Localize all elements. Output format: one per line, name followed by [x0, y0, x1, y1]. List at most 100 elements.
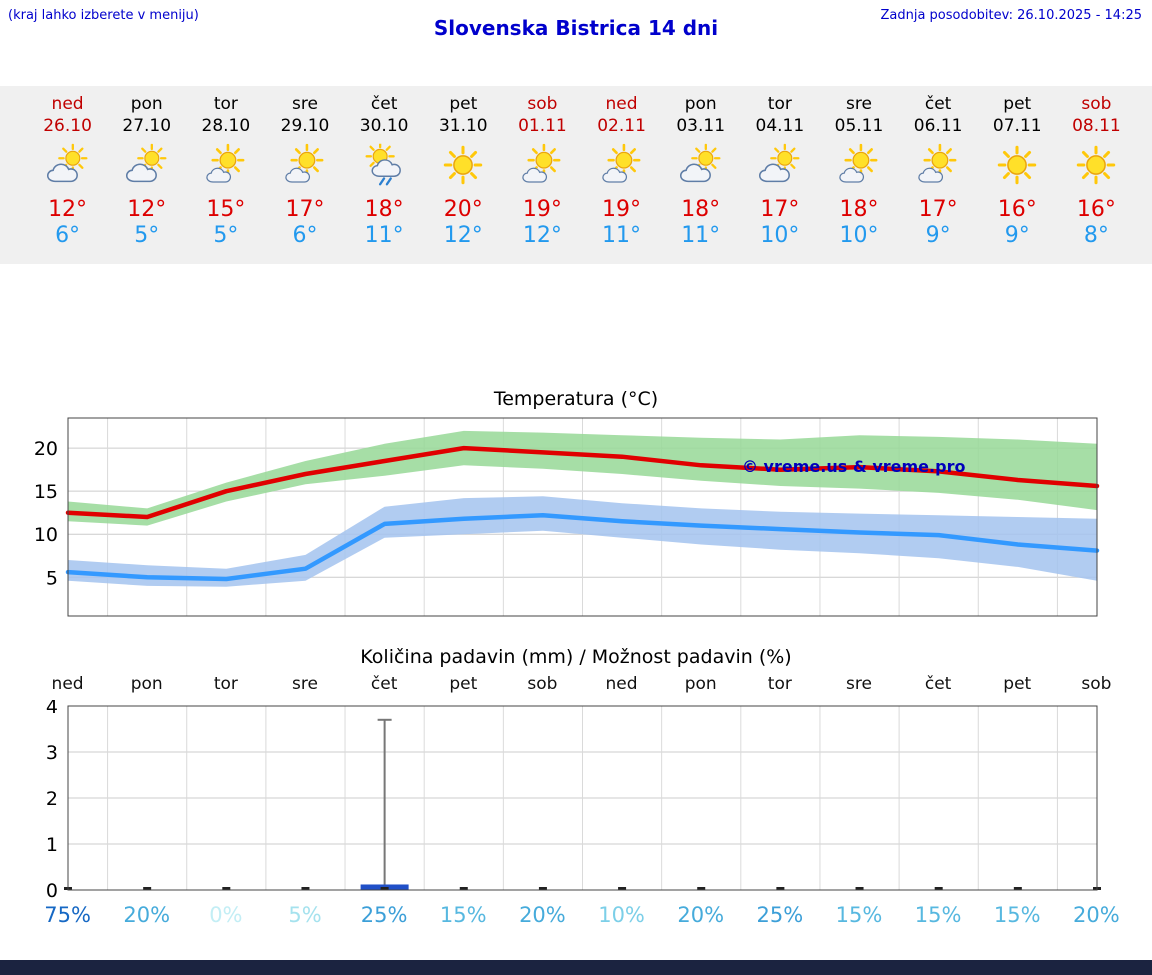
day-date: 28.10 — [201, 116, 251, 136]
day-high-temp: 19° — [602, 197, 642, 222]
precip-probability: 5% — [288, 903, 322, 927]
day-low-temp: 5° — [213, 223, 239, 248]
forecast-day: pet 31.10 20° 12° — [424, 86, 503, 264]
partly-cloudy-icon — [41, 139, 95, 191]
day-date: 03.11 — [676, 116, 726, 136]
precip-day-label: sob — [1081, 674, 1112, 694]
day-high-temp: 18° — [364, 197, 404, 222]
precip-probability: 15% — [993, 903, 1041, 927]
day-name: tor — [213, 94, 238, 114]
mostly-sunny-icon — [832, 139, 886, 191]
day-date: 06.11 — [913, 116, 963, 136]
forecast-day: ned 26.10 12° 6° — [28, 86, 107, 264]
day-date: 26.10 — [43, 116, 92, 136]
precip-probability: 20% — [519, 903, 566, 927]
precipitation-chart: 0 1 2 3 4 — [46, 700, 1101, 900]
temp-ytick-label: 20 — [34, 438, 58, 460]
temperature-chart-title: Temperatura (°C) — [493, 388, 659, 410]
page-title: Slovenska Bistrica 14 dni — [433, 16, 719, 40]
day-high-temp: 12° — [127, 197, 167, 222]
mostly-sunny-icon — [278, 139, 332, 191]
mostly-sunny-icon — [199, 139, 253, 191]
location-menu-hint: (kraj lahko izberete v meniju) — [8, 8, 199, 23]
day-low-temp: 11° — [602, 223, 642, 248]
day-high-temp: 17° — [285, 197, 325, 222]
precip-day-label: ned — [51, 674, 84, 694]
day-low-temp: 11° — [364, 223, 404, 248]
day-high-temp: 17° — [760, 197, 800, 222]
day-low-temp: 6° — [292, 223, 318, 248]
temperature-chart: 5 10 15 20 © vreme.us & vreme.pro — [34, 417, 1100, 617]
precip-ytick-label: 0 — [46, 880, 58, 900]
precip-probability: 15% — [835, 903, 883, 927]
day-name: sob — [1081, 94, 1112, 114]
day-date: 04.11 — [755, 116, 805, 136]
day-name: čet — [370, 94, 398, 114]
forecast-strip: ned 26.10 12° 6° pon 27.10 12° 5° tor 28… — [0, 86, 1152, 264]
precip-day-label: pet — [1003, 674, 1032, 694]
day-high-temp: 20° — [443, 197, 483, 222]
precip-probability: 20% — [123, 903, 171, 927]
forecast-day: tor 28.10 15° 5° — [186, 86, 265, 264]
precip-day-label: tor — [767, 674, 792, 694]
precip-day-labels-row: ned pon tor sre čet pet sob ned pon tor sre čet pet s… — [28, 674, 1136, 694]
last-update-text: Zadnja posodobitev: 26.10.2025 - 14:25 — [880, 8, 1142, 23]
temp-ytick-label: 10 — [34, 524, 58, 546]
precip-ytick-label: 4 — [46, 700, 58, 718]
day-low-temp: 9° — [925, 223, 951, 248]
day-date: 30.10 — [359, 116, 409, 136]
day-date: 31.10 — [438, 116, 488, 136]
day-name: tor — [767, 94, 792, 114]
day-low-temp: 6° — [55, 223, 81, 248]
precip-probability-row: 75% 20% 0% 5% 25% 15% 20% 10% 20% 25% 15% 15% 15% 20% — [28, 903, 1136, 927]
sunny-icon — [436, 139, 490, 191]
day-low-temp: 8° — [1083, 223, 1109, 248]
precip-ytick-label: 1 — [46, 834, 58, 856]
partly-cloudy-icon — [120, 139, 174, 191]
watermark-link[interactable]: © vreme.us & vreme.pro — [742, 457, 965, 476]
precip-day-label: tor — [213, 674, 238, 694]
day-date: 05.11 — [834, 116, 884, 136]
day-name: pet — [1003, 94, 1032, 114]
day-date: 01.11 — [518, 116, 567, 136]
day-name: pon — [684, 94, 717, 114]
precip-day-label: pet — [449, 674, 478, 694]
mostly-sunny-icon — [515, 139, 569, 191]
day-date: 27.10 — [122, 116, 172, 136]
precip-day-label: ned — [605, 674, 638, 694]
day-name: pon — [130, 94, 163, 114]
precip-day-label: sre — [292, 674, 318, 694]
precip-day-label: sob — [527, 674, 558, 694]
footer-bar — [0, 960, 1152, 975]
day-high-temp: 18° — [681, 197, 721, 222]
forecast-day: pon 27.10 12° 5° — [107, 86, 186, 264]
day-date: 29.10 — [280, 116, 330, 136]
day-high-temp: 16° — [997, 197, 1037, 222]
day-high-temp: 18° — [839, 197, 879, 222]
day-name: ned — [51, 94, 84, 114]
sunny-icon — [990, 139, 1044, 191]
precip-day-label: pon — [684, 674, 717, 694]
precip-day-label: pon — [130, 674, 163, 694]
precip-ytick-label: 3 — [46, 742, 58, 764]
partly-cloudy-icon — [674, 139, 728, 191]
precip-ytick-label: 2 — [46, 788, 58, 810]
day-name: čet — [924, 94, 952, 114]
precip-day-label: čet — [370, 674, 398, 694]
forecast-day: sre 05.11 18° 10° — [819, 86, 898, 264]
day-low-temp: 5° — [134, 223, 160, 248]
precip-probability: 15% — [914, 903, 962, 927]
forecast-day: čet 30.10 18° 11° — [345, 86, 424, 264]
sunny-icon — [1069, 139, 1123, 191]
forecast-day: tor 04.11 17° 10° — [740, 86, 819, 264]
forecast-day: sob 08.11 16° 8° — [1057, 86, 1136, 264]
day-low-temp: 10° — [760, 223, 800, 248]
day-low-temp: 9° — [1004, 223, 1030, 248]
day-date: 02.11 — [597, 116, 646, 136]
forecast-day: čet 06.11 17° 9° — [899, 86, 978, 264]
forecast-day: ned 02.11 19° 11° — [582, 86, 661, 264]
temp-ytick-label: 15 — [34, 481, 58, 503]
day-high-temp: 12° — [48, 197, 88, 222]
mostly-sunny-icon — [911, 139, 965, 191]
day-name: sre — [846, 94, 872, 114]
